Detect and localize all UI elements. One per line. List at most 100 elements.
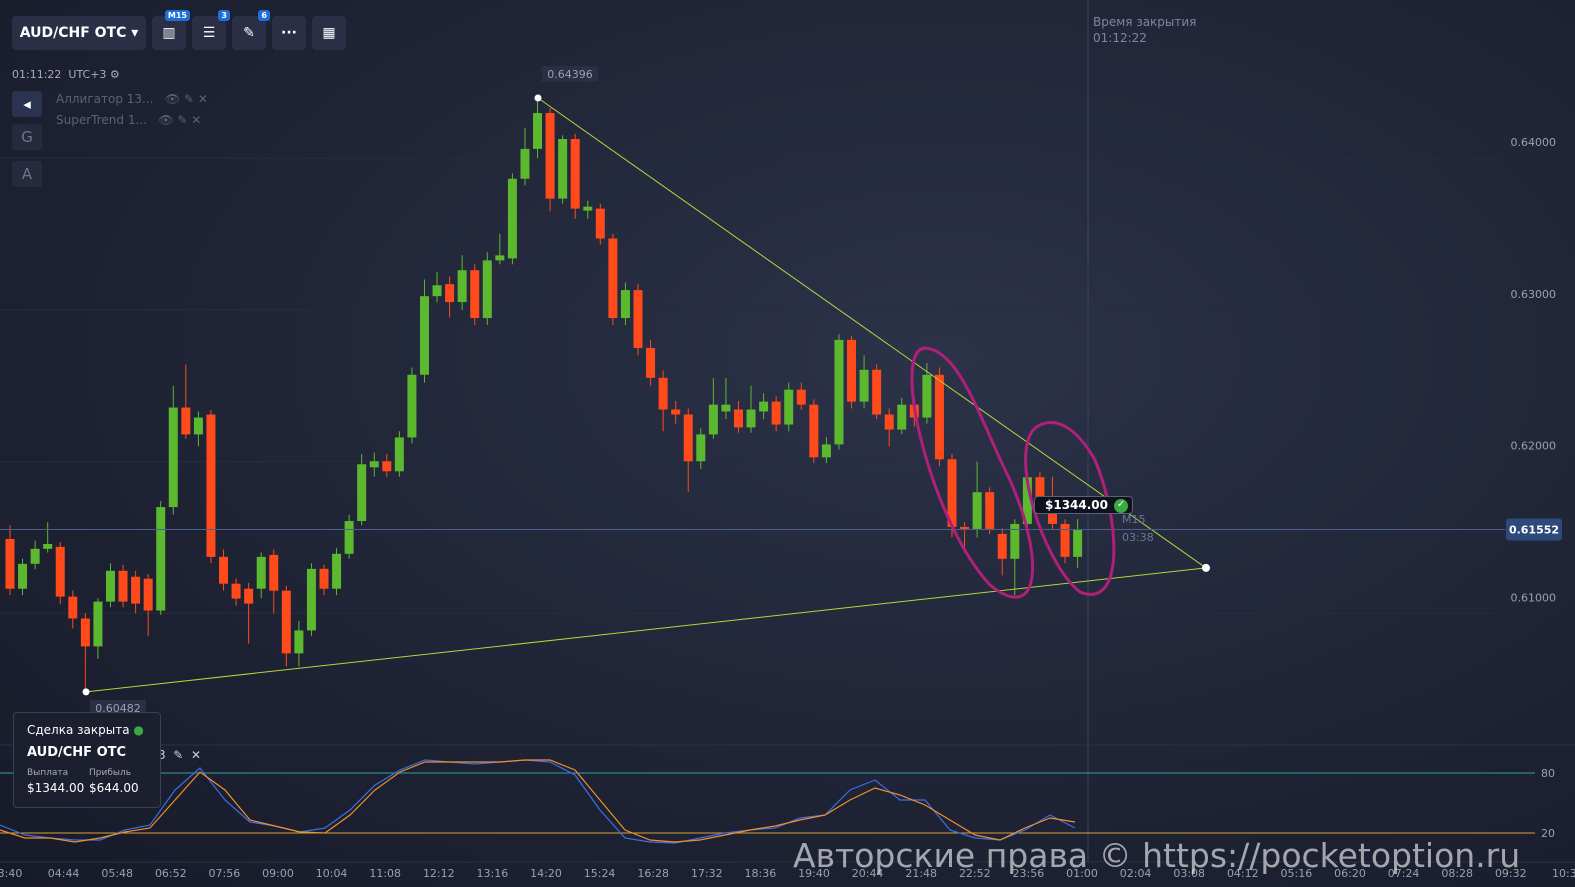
time-label: 11:08	[369, 867, 401, 880]
candle-body	[558, 138, 568, 199]
time-label: 20:44	[852, 867, 884, 880]
side-button[interactable]: A	[12, 161, 42, 187]
time-label: 12:12	[423, 867, 455, 880]
popup-title: Сделка закрыта ●	[27, 723, 144, 737]
candle-body	[68, 596, 78, 619]
candle-body	[708, 404, 718, 435]
candle-body	[1022, 477, 1032, 524]
candle-body	[947, 459, 957, 527]
trade-timeframe: M15	[1122, 513, 1146, 526]
time-label: 23:56	[1013, 867, 1045, 880]
layout-button[interactable]: ▦	[312, 16, 346, 50]
candle-body	[834, 339, 844, 445]
time-label: 09:00	[262, 867, 294, 880]
trendline-handle	[1202, 563, 1210, 572]
badge: 6	[258, 10, 270, 21]
pair-selector[interactable]: AUD/CHF OTC ▾	[12, 16, 146, 50]
indicator[interactable]: Аллигатор 13... 👁 ✎ ✕	[56, 92, 208, 106]
y-tick-label: 0.64000	[1511, 136, 1557, 149]
candle-body	[997, 533, 1007, 559]
indicator-name: Аллигатор 13...	[56, 92, 154, 106]
y-tick-label: 0.61000	[1511, 591, 1557, 604]
candle-body	[985, 492, 995, 529]
time-label: 21:48	[905, 867, 937, 880]
candle-body	[746, 409, 756, 428]
candle-body	[43, 543, 53, 549]
popup-title-text: Сделка закрыта	[27, 723, 130, 737]
profit-label: Прибыль	[89, 768, 132, 778]
candle-body	[131, 576, 141, 604]
trade-closed-popup[interactable]: Сделка закрыта ● AUD/CHF OTC Выплата При…	[13, 712, 161, 808]
candle-body	[897, 404, 907, 430]
oscillator-line	[0, 759, 1076, 843]
candle-body	[332, 553, 342, 589]
time-label: 17:32	[691, 867, 723, 880]
candle-body	[759, 401, 769, 412]
candle-body	[80, 618, 90, 647]
collapse-button[interactable]: ◂	[12, 91, 42, 117]
candle-body	[193, 417, 203, 435]
candle-body	[658, 377, 668, 410]
hand-drawn-marks	[910, 346, 1116, 599]
candle-body	[470, 270, 480, 319]
trade-marker[interactable]: $1344.00 ✓	[1034, 496, 1134, 514]
candle-body	[633, 290, 643, 348]
candle-body	[168, 407, 178, 508]
time-label: 15:24	[584, 867, 616, 880]
candle-body	[219, 556, 229, 584]
candle-body	[369, 461, 379, 468]
time-label: 06:52	[155, 867, 187, 880]
indicators-button[interactable]: ☰ 3	[192, 10, 230, 50]
candle-body	[696, 434, 706, 462]
candle-body	[821, 444, 831, 458]
time-label: 07:56	[209, 867, 241, 880]
candle-body	[256, 556, 266, 589]
candle-body	[1010, 523, 1020, 559]
time-label: 06:20	[1334, 867, 1366, 880]
drawings-button[interactable]: ✎ 6	[232, 10, 270, 50]
candle-body	[5, 538, 15, 589]
candle-body	[721, 404, 731, 412]
candle-body	[294, 630, 304, 654]
candle-body	[281, 590, 291, 654]
candle-body	[1073, 529, 1083, 557]
timeframe-button[interactable]: ▥ M15	[152, 10, 190, 50]
time-label: 05:16	[1281, 867, 1313, 880]
candle-body	[570, 138, 580, 209]
candle-body	[482, 260, 492, 319]
trendline-handle	[82, 688, 90, 696]
candle-body	[608, 238, 618, 319]
candle-body	[683, 414, 693, 462]
price-label-bg	[542, 66, 598, 83]
watermark: Авторские права © https://pocketoption.r…	[793, 836, 1521, 875]
candle-body	[507, 178, 517, 259]
candle-body	[269, 554, 279, 591]
candle-body	[55, 546, 65, 597]
candle-body	[922, 374, 932, 418]
trade-amount: $1344.00	[1045, 498, 1109, 512]
trade-timer: M15 03:38	[1122, 511, 1154, 547]
price-label-bg	[90, 699, 146, 716]
candle-body	[884, 414, 894, 430]
candle-body	[231, 583, 241, 599]
candle-body	[244, 588, 254, 604]
candle-body	[972, 492, 982, 529]
more-button[interactable]: ···	[272, 16, 306, 50]
candle-body	[784, 389, 794, 425]
time-label: 22:52	[959, 867, 991, 880]
candle-body	[533, 113, 543, 149]
candle-body	[934, 374, 944, 460]
candle-body	[118, 570, 128, 602]
indicator[interactable]: SuperTrend 1... 👁 ✎ ✕	[56, 113, 202, 127]
current-price-bg	[1506, 518, 1562, 541]
side-button[interactable]: G	[12, 124, 42, 150]
candle-body	[382, 461, 392, 472]
trendline	[85, 567, 1207, 693]
oscillator-legend: 3 ✎ ✕	[158, 748, 202, 762]
candle-body	[520, 148, 530, 179]
candle-body	[93, 601, 103, 647]
timezone: UTC+3	[68, 68, 107, 81]
candle-body	[319, 568, 329, 589]
